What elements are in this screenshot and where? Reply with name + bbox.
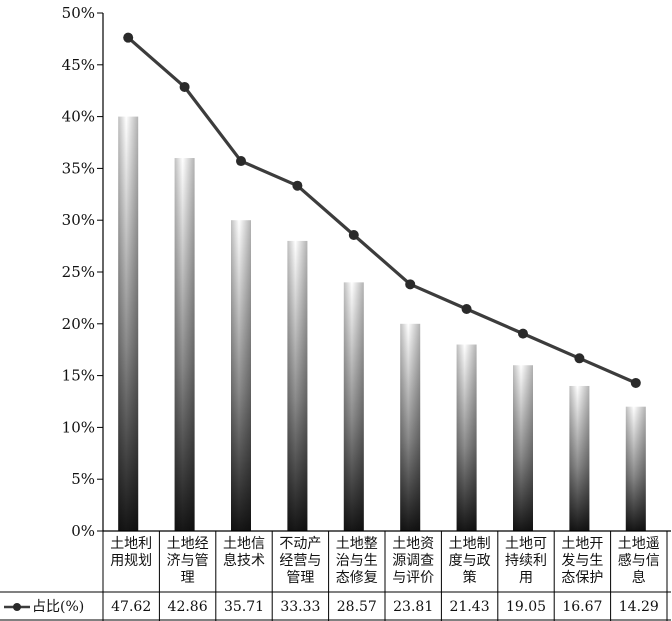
category-label: 土地整治与生态修复 (335, 536, 378, 586)
category-label: 土地信息技术 (223, 536, 265, 569)
value-label: 16.67 (562, 599, 603, 615)
value-label: 19.05 (505, 599, 547, 615)
series-point (405, 279, 416, 290)
series-line (127, 36, 637, 385)
bar-shade (287, 240, 308, 532)
series-point (179, 81, 190, 92)
series-point (461, 303, 472, 314)
value-label: 33.33 (280, 599, 321, 615)
category-label: 土地开发与生态保护 (561, 536, 604, 586)
value-label: 14.29 (618, 599, 659, 615)
line-series (123, 32, 641, 388)
value-label: 42.86 (167, 599, 208, 615)
category-label: 土地利用规划 (110, 536, 153, 569)
series-point (518, 328, 528, 339)
value-label: 21.43 (449, 599, 490, 615)
bar-shade (174, 158, 195, 532)
bar-shade (343, 282, 364, 531)
value-label: 47.62 (111, 599, 152, 615)
y-tick-label: 40% (62, 108, 95, 126)
y-tick-label: 50% (62, 4, 95, 22)
bar-series (118, 116, 646, 532)
y-tick-label: 20% (62, 315, 95, 333)
category-label: 土地可持续利用 (505, 536, 547, 586)
category-label: 土地资源调查与评价 (392, 536, 435, 586)
series-point (236, 156, 246, 167)
axes: 0% 5% 10% 15% 20% 25% 30% 35% 40% 45% 50% (62, 4, 104, 540)
series-point (348, 230, 359, 241)
y-tick-label: 15% (62, 367, 95, 385)
category-label: 土地经济与管理 (166, 536, 209, 586)
y-tick-label: 10% (62, 418, 95, 436)
value-label: 28.57 (336, 599, 377, 615)
series-point (292, 180, 303, 191)
series-point (630, 377, 641, 388)
bar-shade (456, 344, 477, 531)
value-label: 23.81 (393, 599, 434, 615)
category-label: 土地制度与政策 (448, 536, 491, 586)
series-point (123, 32, 134, 43)
bar-shade (231, 220, 251, 531)
category-label: 土地遥感与信息 (617, 536, 660, 586)
y-tick-label: 25% (62, 263, 95, 281)
legend-point-marker (13, 603, 21, 611)
value-label: 35.71 (223, 599, 265, 615)
data-table (0, 530, 671, 621)
legend-label: 占比(%) (32, 599, 85, 615)
category-label: 不动产经营与管理 (279, 536, 322, 586)
y-tick-label: 30% (62, 211, 95, 229)
bar-shade (400, 323, 421, 531)
y-tick-label: 35% (62, 159, 95, 177)
bar-shade (625, 406, 646, 531)
y-tick-label: 45% (62, 56, 95, 74)
bar-shade (118, 116, 139, 531)
bar-shade (513, 365, 533, 531)
y-tick-label: 0% (71, 522, 95, 540)
bar-shade (569, 385, 590, 531)
y-tick-label: 5% (71, 470, 95, 488)
series-point (574, 353, 585, 364)
